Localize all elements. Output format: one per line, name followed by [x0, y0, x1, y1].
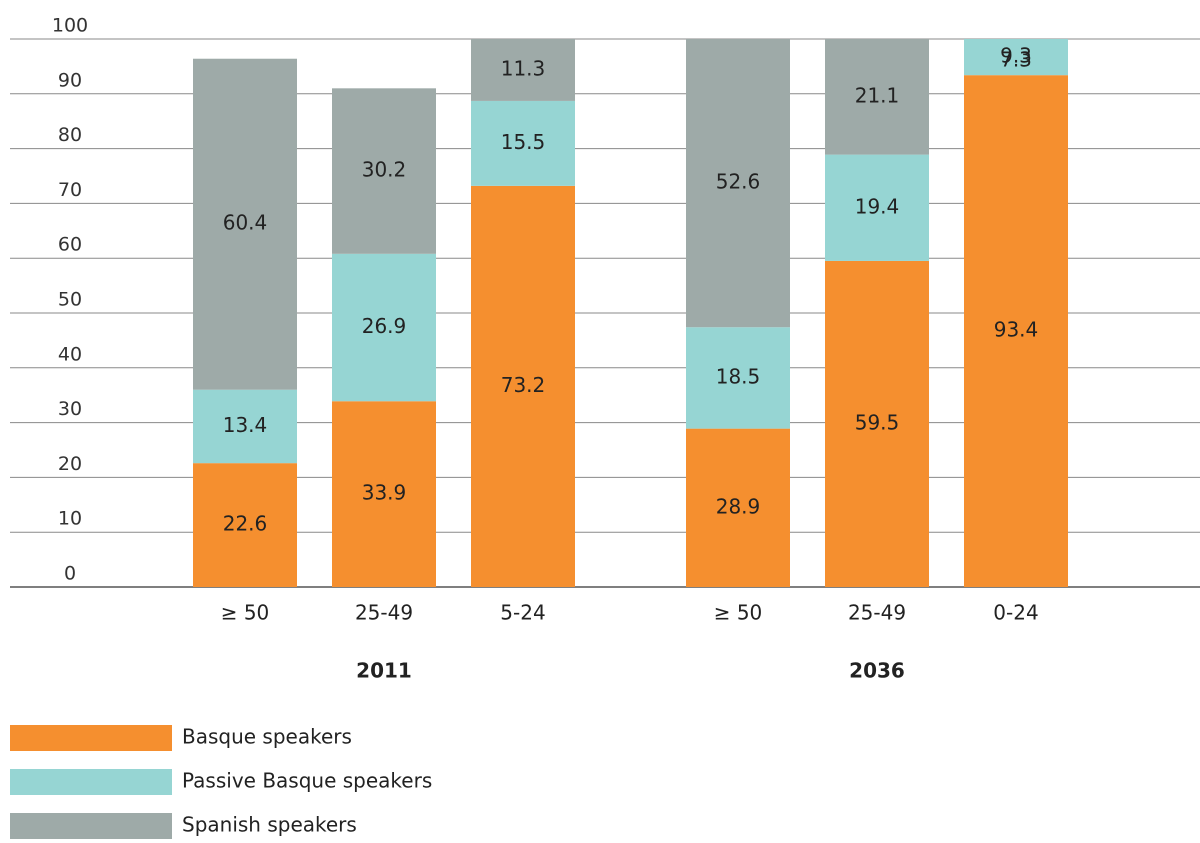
- group-label: 2036: [849, 659, 905, 683]
- bar-segment: [686, 327, 790, 429]
- legend-label: Basque speakers: [182, 725, 352, 749]
- data-label: 15.5: [501, 130, 546, 154]
- y-tick-label: 30: [58, 398, 82, 420]
- x-tick-label: ≥ 50: [221, 601, 270, 625]
- group-label: 2011: [356, 659, 412, 683]
- data-label: 30.2: [362, 158, 407, 182]
- bar-segment: [964, 39, 1068, 76]
- x-tick-label: 0-24: [993, 601, 1038, 625]
- bar-segment: [686, 39, 790, 328]
- data-label: 11.3: [501, 56, 546, 80]
- bar-segment: [825, 39, 929, 155]
- y-tick-label: 100: [52, 15, 88, 37]
- data-label: 33.9: [362, 481, 407, 505]
- data-label: 22.6: [223, 512, 268, 536]
- bar-segment: [825, 154, 929, 261]
- legend-label: Passive Basque speakers: [182, 769, 432, 793]
- x-tick-label: 25-49: [848, 601, 906, 625]
- bar-segment: [193, 389, 297, 464]
- bar-segment: [471, 185, 575, 587]
- legend-swatch: [10, 769, 172, 795]
- bar-segment: [686, 428, 790, 587]
- y-tick-label: 10: [58, 508, 82, 530]
- data-label: 9.3: [1000, 44, 1032, 68]
- y-tick-label: 90: [58, 69, 82, 91]
- data-label: 73.2: [501, 373, 546, 397]
- data-label: 28.9: [716, 494, 761, 518]
- y-tick-label: 50: [58, 289, 82, 311]
- data-label: 21.1: [855, 83, 900, 107]
- bar-segment: [193, 58, 297, 390]
- data-label: 59.5: [855, 410, 900, 434]
- bar-segment: [332, 401, 436, 587]
- data-label: 7.3: [1000, 48, 1032, 72]
- bars: [193, 0, 1068, 587]
- foreground: 0 10 20 30 40 50 60 70 80 90 100 ≥ 50 22.6 13.4 60.4 25…: [10, 15, 1039, 839]
- data-label: 26.9: [362, 314, 407, 338]
- y-tick-label: 80: [58, 124, 82, 146]
- data-label: 93.4: [994, 318, 1039, 342]
- y-tick-label: 40: [58, 343, 82, 365]
- bar-segment: [964, 75, 1068, 587]
- x-tick-label: 25-49: [355, 601, 413, 625]
- y-tick-label: 70: [58, 179, 82, 201]
- data-label: 18.5: [716, 364, 761, 388]
- y-tick-label: 20: [58, 453, 82, 475]
- legend-label: Spanish speakers: [182, 813, 357, 837]
- x-tick-label: ≥ 50: [714, 601, 763, 625]
- y-tick-label: 0: [64, 563, 76, 585]
- bar-segment: [825, 260, 929, 587]
- data-label: 52.6: [716, 170, 761, 194]
- data-label: 13.4: [223, 413, 268, 437]
- bar-segment: [332, 253, 436, 402]
- bar-segment: [332, 88, 436, 254]
- legend-swatch: [10, 813, 172, 839]
- bar-segment: [193, 463, 297, 587]
- data-label: 60.4: [223, 211, 268, 235]
- bar-segment: [471, 39, 575, 101]
- bar-segment: [964, 0, 1068, 24]
- x-tick-label: 5-24: [500, 601, 545, 625]
- bar-segment: [471, 100, 575, 186]
- legend-swatch: [10, 725, 172, 751]
- data-label: 19.4: [855, 194, 900, 218]
- y-tick-label: 60: [58, 234, 82, 256]
